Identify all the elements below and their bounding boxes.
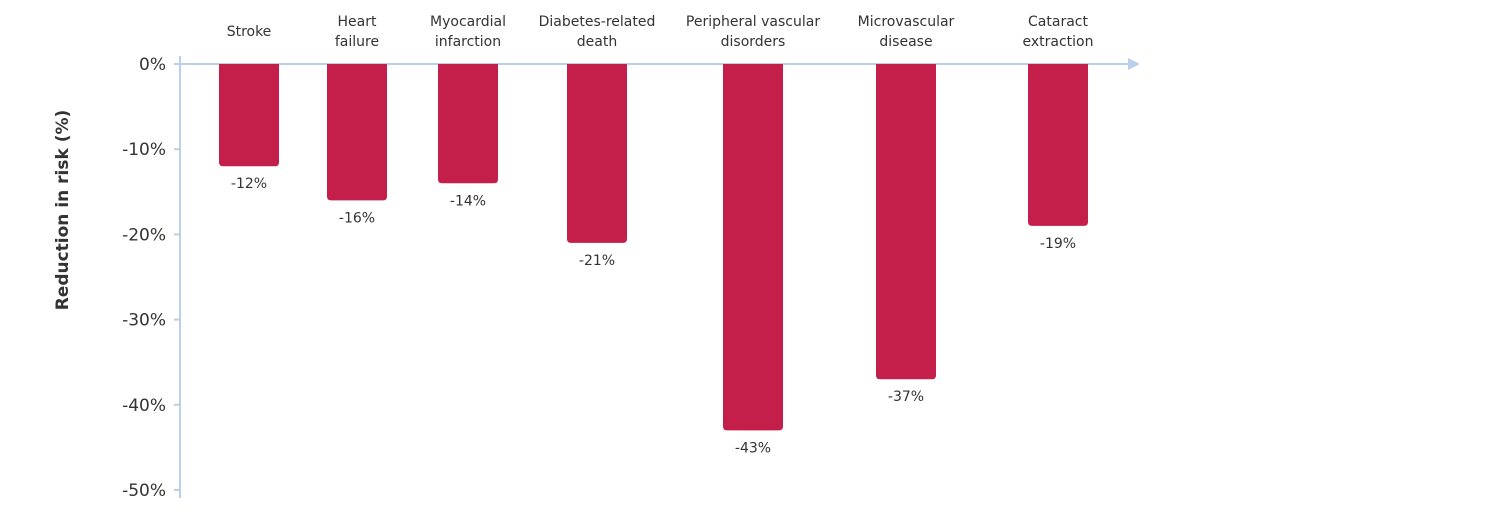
y-tick-label: -20%	[122, 225, 166, 245]
y-tick-label: -30%	[122, 311, 166, 331]
category-label: infarction	[435, 34, 501, 50]
category-label: Cataract	[1028, 14, 1088, 30]
category-label: Microvascular	[858, 14, 955, 30]
bar-layer	[219, 64, 1088, 431]
y-axis-title: Reduction in risk (%)	[53, 110, 73, 311]
category-label: death	[577, 34, 617, 50]
y-tick-label: -10%	[122, 140, 166, 160]
label-layer: -12% Stroke -16% Heart failure -14% Myocardial…	[227, 14, 1094, 456]
data-label: -19%	[1040, 236, 1076, 252]
category-label: Stroke	[227, 24, 272, 40]
category-label: disorders	[721, 34, 786, 50]
y-tick-label: 0%	[139, 55, 166, 75]
data-label: -21%	[579, 253, 615, 269]
y-tick-label: -40%	[122, 396, 166, 416]
bar	[438, 64, 498, 184]
data-label: -16%	[339, 210, 375, 226]
category-label: failure	[335, 34, 379, 50]
data-label: -14%	[450, 193, 486, 209]
bar	[567, 64, 627, 243]
data-label: -37%	[888, 389, 924, 405]
bar	[1028, 64, 1088, 226]
bar	[219, 64, 279, 167]
category-label: Myocardial	[430, 14, 506, 30]
category-label: extraction	[1023, 34, 1094, 50]
category-label: Peripheral vascular	[686, 14, 820, 30]
bar	[723, 64, 783, 431]
category-label: Diabetes-related	[539, 14, 656, 30]
data-label: -12%	[231, 176, 267, 192]
bar	[876, 64, 936, 380]
category-label: disease	[879, 34, 932, 50]
x-axis-arrow-icon	[1128, 58, 1140, 70]
data-label: -43%	[735, 440, 771, 456]
bar	[327, 64, 387, 201]
category-label: Heart	[338, 14, 377, 30]
y-tick-label: -50%	[122, 481, 166, 501]
